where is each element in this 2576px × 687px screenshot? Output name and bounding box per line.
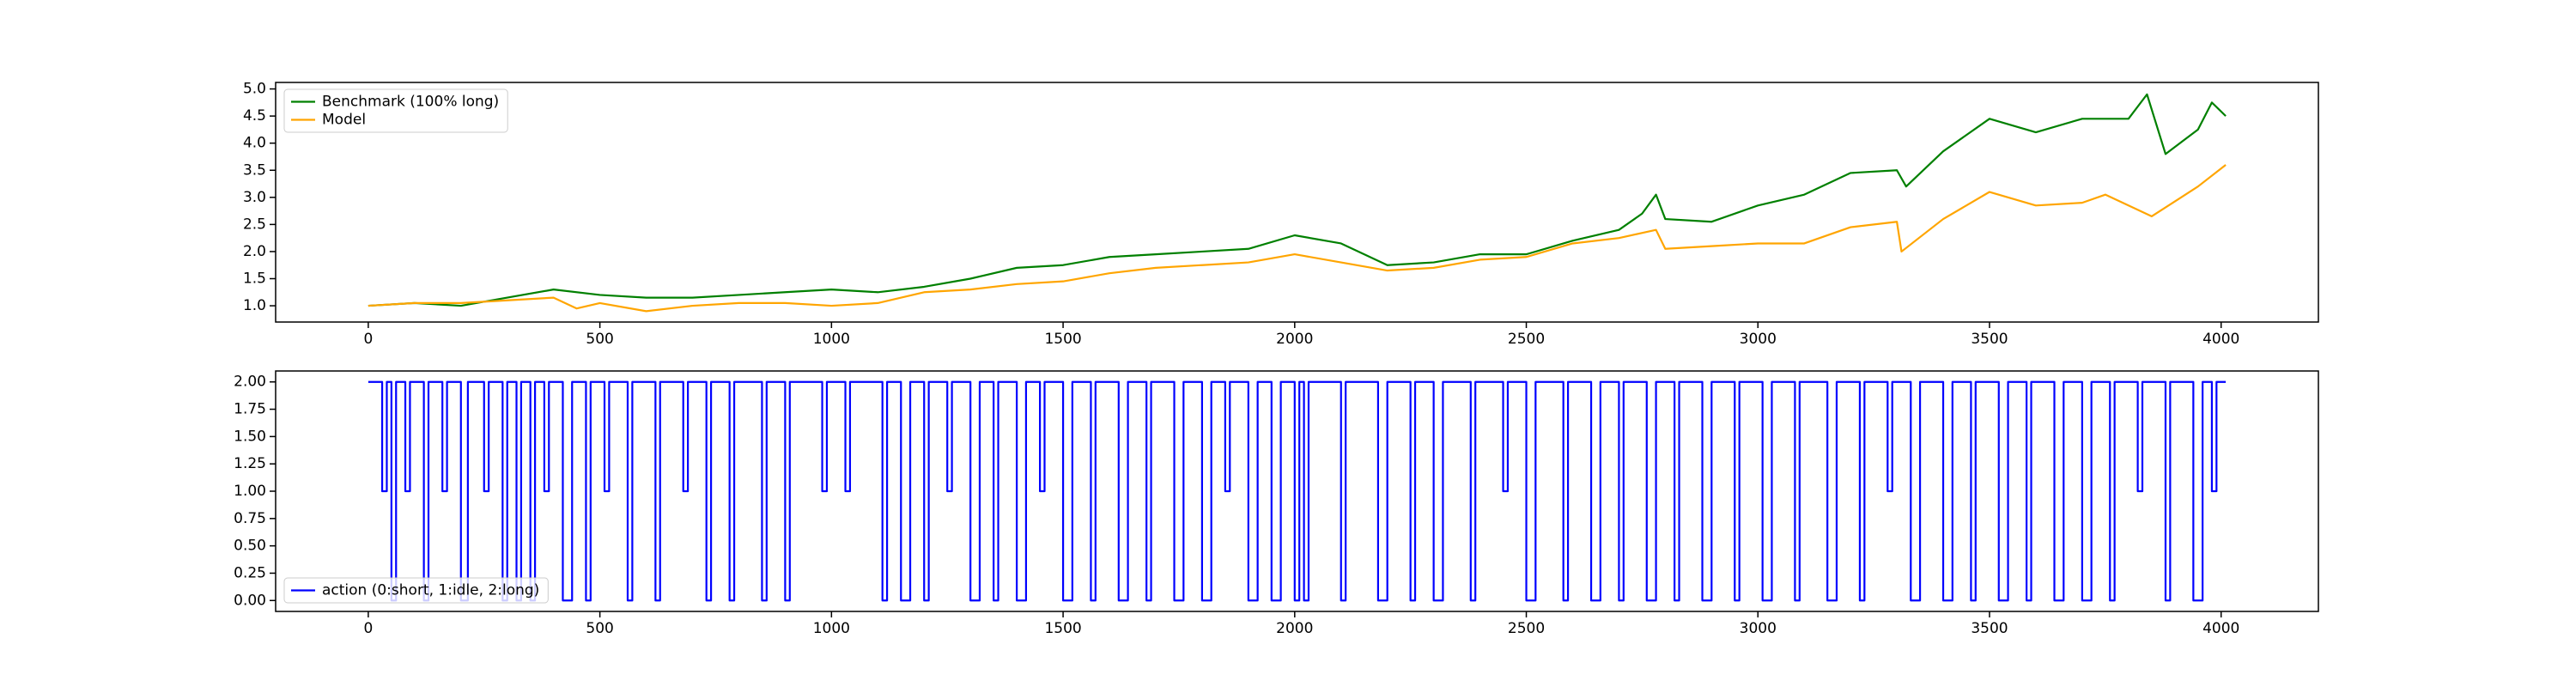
- series-line: [368, 93, 2227, 307]
- x-tick-label: 500: [586, 620, 613, 637]
- legend-label: Model: [322, 112, 366, 129]
- y-tick-label: 5.0: [243, 81, 266, 98]
- x-tick-label: 2500: [1508, 620, 1545, 637]
- axes-frame: [275, 82, 2319, 323]
- y-tick-label: 0.00: [234, 592, 266, 609]
- y-tick-label: 2.00: [234, 374, 266, 391]
- x-tick-label: 0: [363, 331, 373, 348]
- x-tick-label: 1000: [813, 331, 850, 348]
- x-tick-label: 3500: [1971, 331, 2008, 348]
- x-tick-label: 4000: [2202, 620, 2239, 637]
- x-tick-label: 3500: [1971, 620, 2008, 637]
- axes-frame: [275, 370, 2319, 612]
- y-tick-label: 0.50: [234, 538, 266, 555]
- y-tick-label: 1.25: [234, 455, 266, 472]
- y-tick-label: 1.50: [234, 428, 266, 445]
- series-line: [368, 164, 2227, 313]
- y-tick-label: 4.5: [243, 107, 266, 125]
- y-tick-label: 0.25: [234, 564, 266, 581]
- x-tick-label: 2000: [1276, 331, 1313, 348]
- y-tick-label: 4.0: [243, 135, 266, 152]
- y-tick-label: 3.5: [243, 161, 266, 179]
- x-tick-label: 4000: [2202, 331, 2239, 348]
- x-tick-label: 3000: [1740, 331, 1777, 348]
- legend-label: action (0:short, 1:idle, 2:long): [322, 582, 539, 599]
- x-tick-label: 1500: [1044, 620, 1081, 637]
- y-tick-label: 3.0: [243, 189, 266, 206]
- legend-box: [283, 577, 549, 604]
- legend-box: [283, 88, 508, 133]
- y-tick-label: 1.75: [234, 401, 266, 418]
- series-line: [368, 380, 2227, 602]
- x-tick-label: 3000: [1740, 620, 1777, 637]
- x-tick-label: 1500: [1044, 331, 1081, 348]
- legend-label: Benchmark (100% long): [322, 94, 499, 111]
- y-tick-label: 2.5: [243, 216, 266, 233]
- y-tick-label: 2.0: [243, 243, 266, 260]
- y-tick-label: 0.75: [234, 510, 266, 527]
- y-tick-label: 1.00: [234, 483, 266, 500]
- y-tick-label: 1.0: [243, 297, 266, 314]
- x-tick-label: 0: [363, 620, 373, 637]
- y-tick-label: 1.5: [243, 271, 266, 288]
- x-tick-label: 1000: [813, 620, 850, 637]
- x-tick-label: 2000: [1276, 620, 1313, 637]
- x-tick-label: 500: [586, 331, 613, 348]
- x-tick-label: 2500: [1508, 331, 1545, 348]
